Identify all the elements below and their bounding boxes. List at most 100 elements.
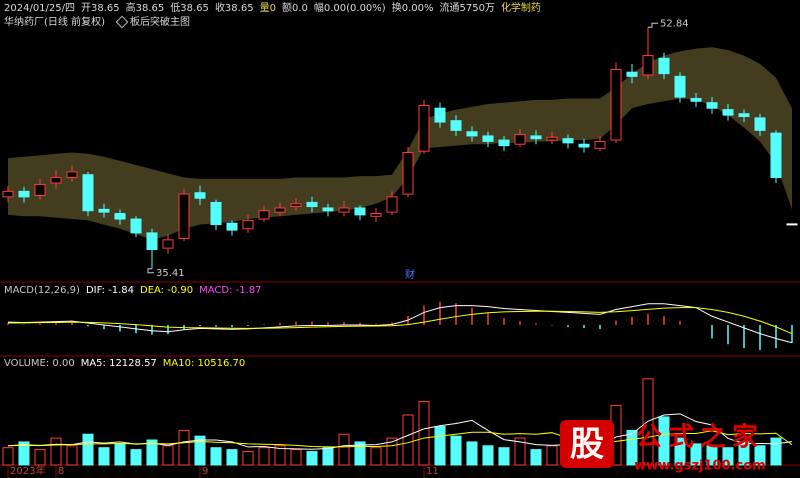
header-item: 收38.65	[215, 1, 254, 14]
volume-bar	[386, 437, 398, 466]
candle-body	[626, 71, 638, 77]
candle-body	[338, 207, 350, 213]
candle-body	[482, 135, 494, 142]
candle-body	[370, 213, 382, 217]
candle-body	[450, 120, 462, 131]
indicator-name: 板后突破主图	[130, 15, 190, 28]
volume-bar	[690, 443, 702, 466]
header-item: 开38.65	[81, 3, 120, 14]
volume-bar	[514, 437, 526, 466]
volume-bar	[482, 445, 494, 466]
candle-body	[146, 232, 158, 251]
volume-bar	[258, 447, 270, 466]
candle-body	[130, 218, 142, 234]
candle-body	[50, 176, 62, 184]
candle-body	[610, 68, 622, 141]
volume-bar	[354, 441, 366, 466]
header-item: 幅0.00(0.00%)	[314, 1, 386, 14]
candle-body	[210, 201, 222, 226]
candle-body	[82, 174, 94, 212]
volume-bar	[242, 451, 254, 466]
candle-body	[466, 131, 478, 137]
header-item: 额0.0	[282, 1, 308, 14]
candle-body	[770, 132, 782, 178]
candle-body	[706, 102, 718, 109]
candle-body	[386, 196, 398, 213]
candle-body	[2, 190, 14, 198]
volume-bar	[626, 429, 638, 466]
volume-bar	[34, 449, 46, 466]
candle-body	[738, 113, 750, 118]
watermark-url: www.gszj100.com	[634, 459, 765, 474]
volume-bar	[498, 447, 510, 466]
volume-bar	[738, 441, 750, 466]
candle-body	[578, 143, 590, 148]
macd-legend: MACD: -1.87	[199, 285, 261, 296]
candle-body	[674, 75, 686, 98]
volume-bar	[178, 429, 190, 466]
volume-bar	[50, 437, 62, 466]
candle-body	[306, 201, 318, 208]
band-area	[8, 47, 792, 240]
volume-bar	[754, 445, 766, 466]
volume-bar	[66, 445, 78, 466]
volume-bar	[322, 447, 334, 466]
volume-bar	[226, 449, 238, 466]
candle-body	[34, 183, 46, 196]
header-item: 换0.00%	[392, 1, 434, 14]
candle-body	[722, 109, 734, 116]
volume-bar	[418, 401, 430, 466]
volume-bar	[290, 449, 302, 466]
volume-ma-line	[7, 430, 793, 448]
x-tick-label: 2023年	[10, 464, 45, 477]
candle-body	[642, 55, 654, 76]
candle-body	[274, 207, 286, 213]
candle-body	[290, 203, 302, 208]
watermark-badge: 股	[570, 425, 604, 465]
candle-body	[594, 140, 606, 149]
volume-bar	[98, 447, 110, 466]
candle-body	[98, 208, 110, 213]
candle-body	[658, 57, 670, 75]
header-item: 量0	[260, 2, 276, 14]
volume-bar	[114, 443, 126, 466]
volume-bar	[162, 445, 174, 466]
volume-legend: MA5: 12128.57	[81, 358, 157, 369]
volume-legend: MA10: 10516.70	[163, 358, 245, 369]
macd-legend: DIF: -1.84	[86, 285, 134, 296]
candle-body	[418, 104, 430, 152]
volume-bar	[306, 451, 318, 466]
max-annotation: 52.84	[660, 18, 689, 29]
volume-bar	[338, 433, 350, 466]
volume-bar	[466, 441, 478, 466]
volume-bar	[642, 378, 654, 466]
volume-bar	[402, 414, 414, 466]
header-item: 化学制药	[501, 1, 541, 14]
indicator-icon	[115, 15, 129, 29]
candle-body	[18, 190, 30, 198]
x-tick-label: 9	[202, 466, 208, 477]
volume-bar	[210, 447, 222, 466]
volume-bar	[146, 439, 158, 466]
watermark-name: 公式之家	[636, 422, 764, 453]
volume-bar	[2, 447, 14, 466]
candle-body	[258, 210, 270, 220]
header-item: 流通5750万	[439, 1, 494, 14]
macd-line	[7, 303, 793, 344]
volume-bar	[274, 445, 286, 466]
watermark: 股 公式之家 www.gszj100.com	[560, 420, 766, 474]
volume-bar	[194, 435, 206, 466]
candle-body	[178, 193, 190, 239]
volume-bar	[18, 441, 30, 466]
candle-body	[322, 207, 334, 212]
volume-bar	[130, 449, 142, 466]
volume-bar	[658, 416, 670, 466]
annotation-leader	[147, 268, 154, 274]
annotation-leader	[648, 22, 658, 28]
volume-bar	[674, 437, 686, 466]
candle-body	[194, 192, 206, 199]
x-tick-label: 8	[58, 466, 64, 477]
candle-body	[514, 134, 526, 145]
candle-body	[786, 223, 798, 226]
volume-bar	[722, 447, 734, 466]
